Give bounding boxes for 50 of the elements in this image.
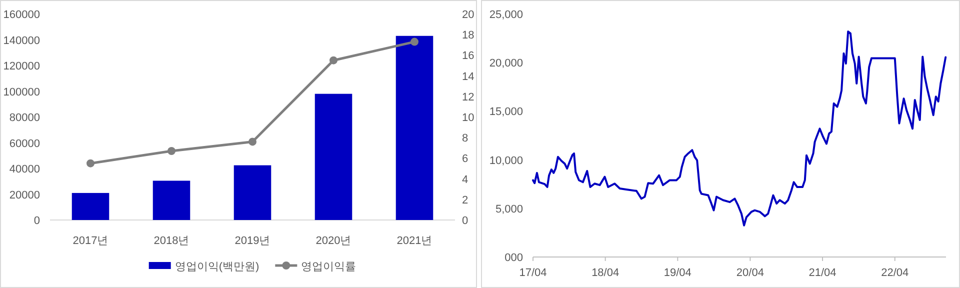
y-tick-label: 40000: [9, 164, 40, 176]
y-tick-label: 160000: [3, 9, 40, 21]
y-tick-label: 20000: [9, 189, 40, 202]
x-tick-label: 20/04: [736, 267, 764, 279]
x-tick-label: 17/04: [519, 267, 547, 279]
x-tick-label: 2020년: [316, 235, 352, 247]
y-tick-label: 10,000: [489, 154, 523, 167]
line-series: [532, 30, 947, 226]
y2-tick-label: 12: [462, 91, 474, 104]
y2-tick-label: 6: [462, 153, 468, 166]
y2-tick-label: 18: [462, 30, 474, 42]
y-tick-label: 000: [504, 252, 523, 264]
legend-label: 영업이익(백만원): [174, 261, 260, 273]
y2-tick-label: 8: [462, 132, 468, 145]
y-tick-label: 0: [34, 215, 40, 227]
y2-tick-label: 14: [462, 70, 474, 83]
y-tick-label: 15,000: [489, 106, 523, 118]
bar: [152, 180, 190, 220]
point: [168, 146, 176, 155]
y-tick-label: 20,000: [489, 58, 523, 70]
y2-tick-label: 20: [462, 9, 474, 21]
bar: [314, 94, 352, 220]
y2-tick-label: 10: [462, 112, 474, 124]
y2-tick-label: 4: [462, 174, 468, 186]
y-tick-label: 80000: [9, 112, 40, 124]
y-tick-label: 5,000: [495, 203, 523, 216]
y-tick-label: 60000: [9, 138, 40, 150]
y-tick-label: 100000: [3, 86, 40, 98]
x-tick-label: 22/04: [881, 267, 909, 279]
bar: [396, 36, 434, 220]
x-tick-label: 18/04: [592, 267, 620, 279]
point: [86, 159, 94, 168]
bar: [72, 192, 110, 220]
legend-label: 영업이익률: [301, 261, 356, 273]
x-tick-label: 2021년: [396, 235, 432, 247]
x-tick-label: 2017년: [72, 235, 108, 247]
y-tick-label: 140000: [3, 34, 40, 47]
y2-tick-label: 0: [462, 215, 468, 227]
point: [330, 56, 338, 64]
bar: [234, 165, 272, 220]
x-tick-label: 19/04: [664, 267, 692, 279]
y2-tick-label: 16: [462, 50, 474, 62]
y-tick-label: 25,000: [489, 9, 523, 21]
y2-tick-label: 2: [462, 194, 468, 206]
x-tick-label: 21/04: [808, 267, 836, 279]
point: [248, 138, 256, 146]
y-tick-label: 120000: [3, 60, 40, 72]
x-tick-label: 2019년: [234, 235, 270, 247]
point: [410, 38, 418, 46]
x-tick-label: 2018년: [154, 235, 190, 247]
